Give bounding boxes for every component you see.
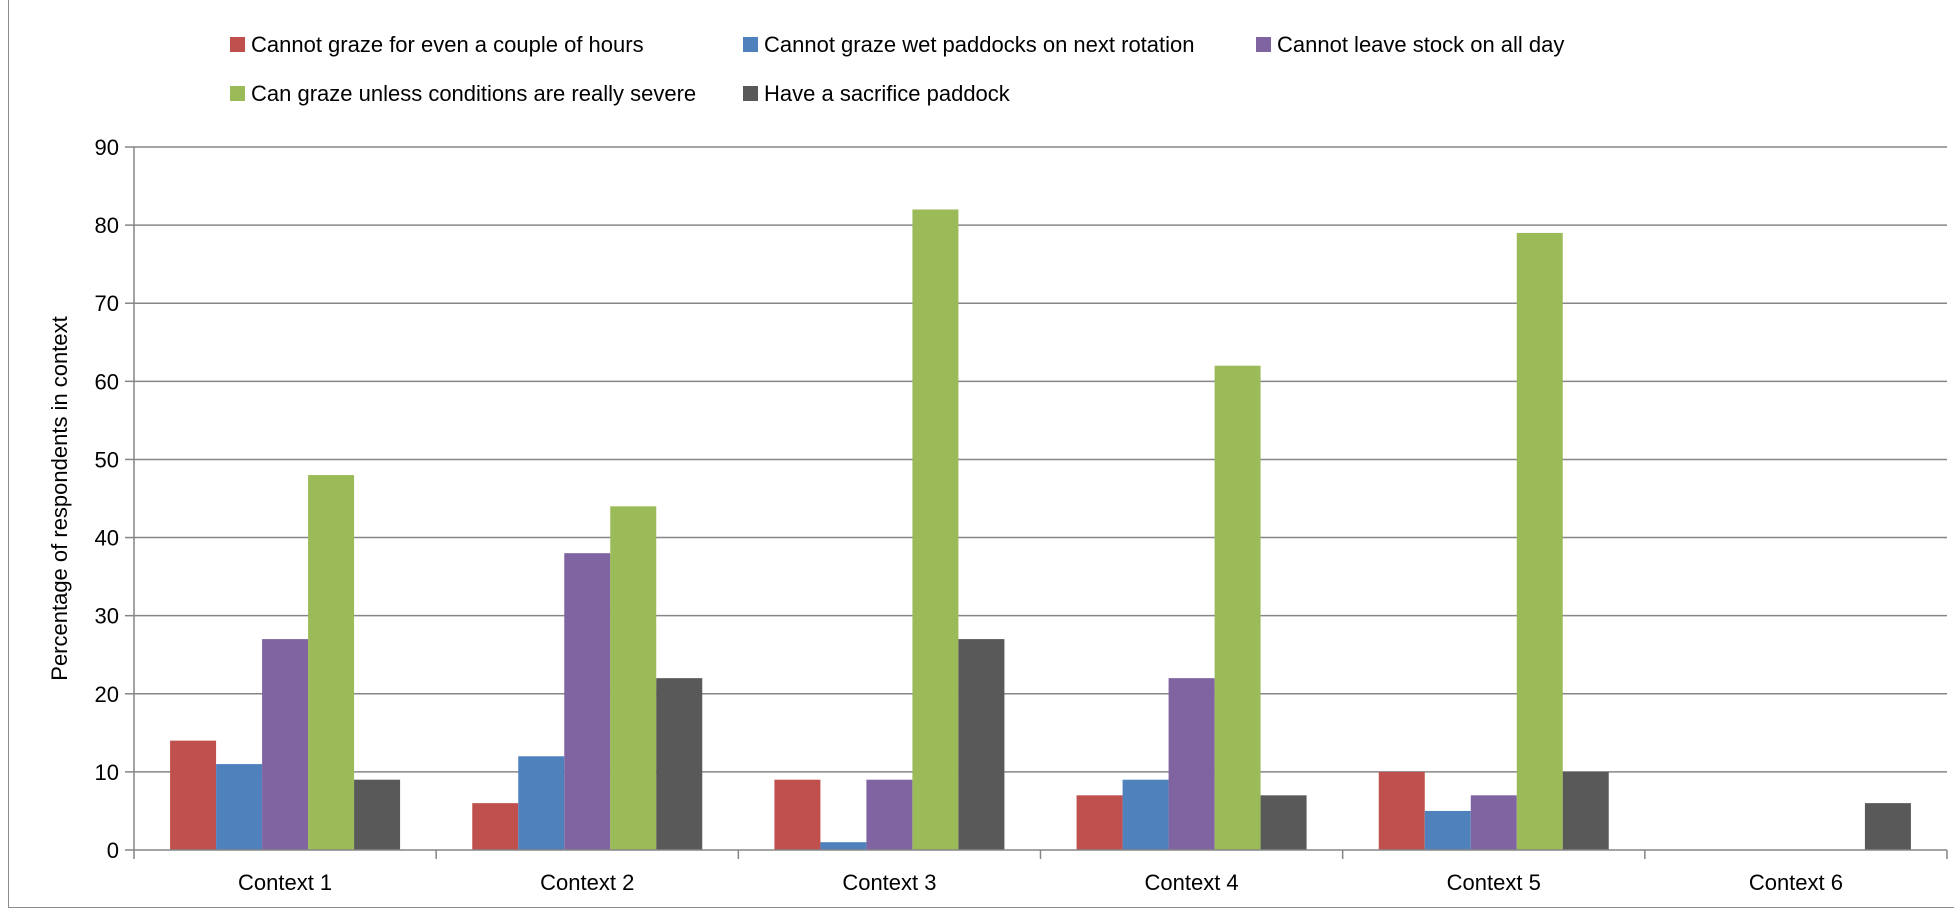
- bar-2-context-1: [216, 764, 263, 850]
- y-axis-title: Percentage of respondents in context: [47, 316, 72, 680]
- legend-swatch-1: [230, 37, 245, 52]
- y-tick-label-30: 30: [95, 604, 119, 629]
- y-tick-label-60: 60: [95, 369, 119, 394]
- y-tick-label-80: 80: [95, 213, 119, 238]
- bar-3-context-2: [564, 553, 611, 850]
- x-axis-ticks: Context 1 Context 2 Context 3 Context 4 Cont…: [133, 850, 1948, 895]
- bar-1-context-3: [774, 779, 821, 850]
- bar-5-context-6: [1864, 803, 1911, 850]
- x-tick-label-3: Context 3: [842, 870, 936, 895]
- bar-4-context-1: [308, 475, 355, 850]
- y-tick-label-10: 10: [95, 760, 119, 785]
- bar-5-context-2: [656, 678, 703, 850]
- bar-1-context-1: [170, 740, 217, 850]
- bar-3-context-5: [1470, 795, 1517, 850]
- bar-2-context-4: [1122, 779, 1169, 850]
- legend-swatch-3: [1256, 37, 1271, 52]
- bar-5-context-3: [958, 639, 1005, 850]
- legend-item-5: Have a sacrifice paddock: [743, 81, 1011, 106]
- bar-2-context-5: [1424, 810, 1471, 850]
- y-tick-label-70: 70: [95, 291, 119, 316]
- bar-5-context-4: [1260, 795, 1307, 850]
- bar-5-context-1: [354, 779, 401, 850]
- legend-label-4: Can graze unless conditions are really s…: [251, 81, 696, 106]
- y-tick-label-90: 90: [95, 135, 119, 160]
- y-axis-ticks: 0 10 20 30 40 50 60 70 80 90: [95, 135, 134, 863]
- legend-label-3: Cannot leave stock on all day: [1277, 32, 1564, 57]
- legend-item-4: Can graze unless conditions are really s…: [230, 81, 696, 106]
- legend-swatch-4: [230, 86, 245, 101]
- x-tick-label-2: Context 2: [540, 870, 634, 895]
- legend-item-1: Cannot graze for even a couple of hours: [230, 32, 644, 57]
- bar-4-context-4: [1214, 365, 1261, 850]
- bar-2-context-2: [518, 756, 565, 850]
- bar-4-context-5: [1516, 232, 1563, 850]
- chart-frame: 0 10 20 30 40 50 60 70 80 90 Context 1 Context 2 Co…: [8, 0, 1954, 908]
- gridlines: [134, 146, 1947, 773]
- x-tick-label-1: Context 1: [238, 870, 332, 895]
- x-tick-label-4: Context 4: [1144, 870, 1238, 895]
- bar-1-context-2: [472, 803, 519, 850]
- legend-swatch-2: [743, 37, 758, 52]
- axes: [133, 147, 1947, 851]
- legend: Cannot graze for even a couple of hours C…: [230, 32, 1564, 106]
- bar-3-context-1: [262, 639, 309, 850]
- x-tick-label-6: Context 6: [1749, 870, 1843, 895]
- y-tick-label-0: 0: [107, 838, 119, 863]
- bar-4-context-3: [912, 209, 959, 850]
- bar-1-context-4: [1076, 795, 1123, 850]
- x-tick-label-5: Context 5: [1447, 870, 1541, 895]
- bar-5-context-5: [1562, 771, 1609, 850]
- legend-swatch-5: [743, 86, 758, 101]
- legend-item-2: Cannot graze wet paddocks on next rotati…: [743, 32, 1195, 57]
- legend-label-1: Cannot graze for even a couple of hours: [251, 32, 644, 57]
- y-tick-label-40: 40: [95, 526, 119, 551]
- bar-3-context-3: [866, 779, 913, 850]
- bar-3-context-4: [1168, 678, 1215, 850]
- bars: [170, 209, 1911, 850]
- bar-1-context-5: [1378, 771, 1425, 850]
- bar-4-context-2: [610, 506, 657, 850]
- y-tick-label-50: 50: [95, 447, 119, 472]
- legend-label-2: Cannot graze wet paddocks on next rotati…: [764, 32, 1195, 57]
- legend-item-3: Cannot leave stock on all day: [1256, 32, 1564, 57]
- y-tick-label-20: 20: [95, 682, 119, 707]
- bar-2-context-3: [820, 842, 867, 850]
- legend-label-5: Have a sacrifice paddock: [764, 81, 1011, 106]
